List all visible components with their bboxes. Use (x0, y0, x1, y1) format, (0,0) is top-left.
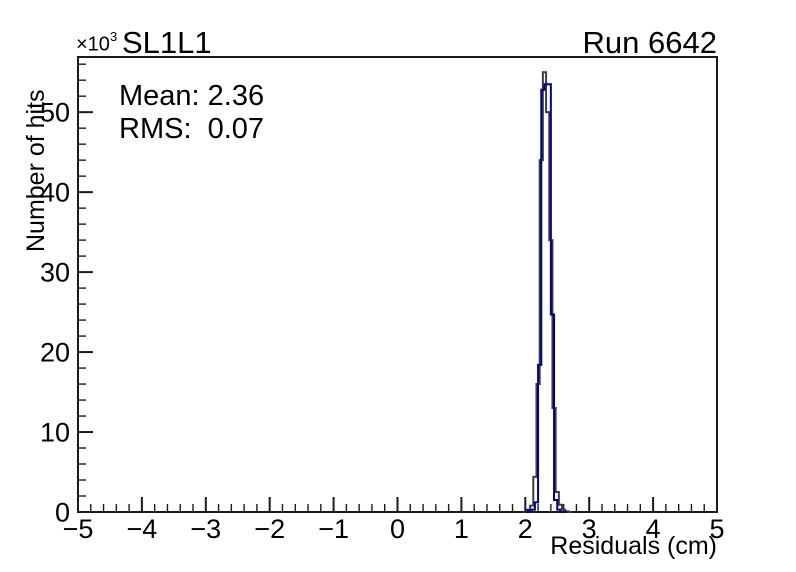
residuals-histogram-path (525, 83, 567, 513)
stat-mean-text: Mean: 2.36 (119, 80, 265, 112)
y-tick-label: 40 (40, 178, 70, 208)
x-tick-label: −2 (254, 514, 285, 544)
y-axis-title: Number of hits (22, 89, 50, 252)
y-axis-multiplier: ×103 (76, 29, 118, 57)
fit-outline-path (523, 71, 572, 513)
x-tick-label: 2 (518, 514, 533, 544)
x-tick-label: 0 (390, 514, 405, 544)
y-tick-label: 20 (40, 338, 70, 368)
x-tick-label: −4 (127, 514, 158, 544)
plot-frame (77, 56, 718, 513)
x-tick-label: 3 (582, 514, 597, 544)
y-tick-label: 0 (55, 498, 70, 528)
x-tick-label: −3 (190, 514, 221, 544)
x-tick-label: 5 (709, 514, 724, 544)
x-tick-label: −5 (63, 514, 94, 544)
histogram-title: SL1L1 (122, 25, 212, 60)
y-tick-label: 50 (40, 98, 70, 128)
x-tick-label: −1 (318, 514, 349, 544)
run-number-label: Run 6642 (582, 25, 717, 60)
y-tick-label: 30 (40, 258, 70, 288)
x-tick-label: 1 (454, 514, 469, 544)
y-tick-label: 10 (40, 418, 70, 448)
x-axis-title: Residuals (cm) (550, 532, 717, 560)
y-axis-multiplier-exponent: 3 (109, 29, 118, 44)
x-tick-label: 4 (646, 514, 661, 544)
stat-rms-text: RMS: 0.07 (119, 113, 265, 145)
y-axis-multiplier-base: ×10 (76, 33, 110, 56)
